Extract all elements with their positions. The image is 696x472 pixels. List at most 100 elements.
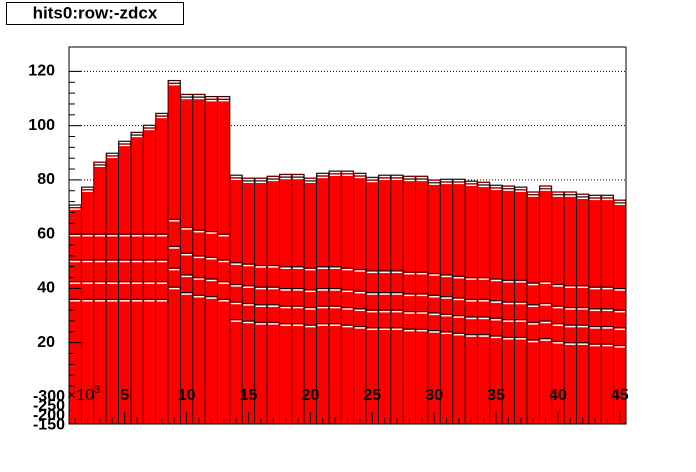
bar-segment xyxy=(477,298,491,318)
bar-segment xyxy=(489,317,503,337)
bar-segment xyxy=(378,327,392,425)
bar-segment xyxy=(68,281,82,300)
bar-segment xyxy=(538,281,553,304)
y-overlap-label: -150 xyxy=(33,417,65,434)
y-tick-label: 60 xyxy=(37,225,55,242)
bar-segment xyxy=(204,296,218,425)
bar-segment xyxy=(241,302,256,322)
bar-segment xyxy=(93,298,107,425)
bar-segment xyxy=(378,177,392,272)
bar-segment xyxy=(551,194,565,285)
bar-segment xyxy=(229,301,243,320)
bar-segment xyxy=(229,262,243,285)
bar-segment xyxy=(266,304,280,323)
bar-segment xyxy=(179,226,194,254)
bar-segment xyxy=(229,319,243,425)
x-tick-label: 15 xyxy=(240,387,258,404)
bar-segment xyxy=(279,287,293,307)
bar-segment xyxy=(204,98,218,232)
bar-segment xyxy=(452,297,466,316)
bar-segment xyxy=(489,278,503,301)
bar-segment xyxy=(378,292,392,311)
bar-segment xyxy=(142,259,157,283)
bar-segment xyxy=(514,189,528,281)
x-tick-label: 5 xyxy=(120,387,129,404)
bar-segment xyxy=(588,197,602,288)
bar-segment xyxy=(340,324,355,425)
bar-segment xyxy=(514,336,528,425)
bar-segment xyxy=(303,289,317,308)
title-box xyxy=(6,2,184,25)
bar-segment xyxy=(353,308,367,327)
x-tick-label: 30 xyxy=(425,387,443,404)
bar-segment xyxy=(588,343,602,425)
bar-segment xyxy=(241,180,256,265)
bar-segment xyxy=(142,298,157,425)
bar-segment xyxy=(340,267,355,291)
bar-segment xyxy=(514,319,528,338)
bar-segment xyxy=(613,327,627,346)
bar-segment xyxy=(254,321,268,425)
bar-segment xyxy=(588,286,602,310)
bar-segment xyxy=(179,96,194,228)
bar-segment xyxy=(254,304,268,323)
bar-segment xyxy=(365,327,379,425)
bar-segment xyxy=(464,183,478,278)
bar-segment xyxy=(291,287,305,307)
bar-segment xyxy=(68,298,82,425)
bar-segment xyxy=(427,273,441,296)
bar-segment xyxy=(563,194,577,287)
bar-segment xyxy=(118,143,132,235)
bar-segment xyxy=(340,173,355,269)
bar-segment xyxy=(415,311,429,330)
bar-segment xyxy=(600,286,615,310)
bar-segment xyxy=(526,339,540,425)
bar-segment xyxy=(155,259,169,283)
bar-segment xyxy=(328,305,342,325)
bar-segment xyxy=(118,233,132,261)
bar-segment xyxy=(241,285,256,304)
y-tick-label: 120 xyxy=(28,63,55,80)
bar-segment xyxy=(130,259,144,283)
bar-segment xyxy=(600,197,615,288)
bar-segment xyxy=(427,330,441,425)
bar-segment xyxy=(155,233,169,261)
bar-segment xyxy=(266,178,280,266)
bar-segment xyxy=(390,177,404,272)
y-tick-label: 100 xyxy=(28,117,55,134)
bar-segment xyxy=(452,181,466,277)
bar-segment xyxy=(415,178,429,273)
bar-segment xyxy=(93,259,107,283)
y-overlap-label: -300 xyxy=(33,388,65,405)
axis-exponent-base: ×10 xyxy=(67,387,94,404)
bar-segment xyxy=(551,323,565,342)
bar-segment xyxy=(266,286,280,306)
bar-segment xyxy=(439,313,454,333)
bar-segment xyxy=(390,292,404,311)
bar-segment xyxy=(526,321,540,341)
bar-segment xyxy=(167,82,181,220)
bar-segment xyxy=(316,323,330,425)
bar-segment xyxy=(365,292,379,311)
bar-segment xyxy=(526,282,540,306)
bar-segment xyxy=(279,176,293,268)
bar-segment xyxy=(254,286,268,306)
y-tick-label: 80 xyxy=(37,171,55,188)
bar-segment xyxy=(538,320,553,339)
bar-segment xyxy=(427,294,441,314)
bar-segment xyxy=(118,298,132,425)
bar-segment xyxy=(551,283,565,307)
bar-segment xyxy=(402,178,416,273)
bar-segment xyxy=(402,311,416,330)
bar-segment xyxy=(192,277,206,296)
bar-segment xyxy=(328,323,342,425)
bar-segment xyxy=(80,189,95,235)
bar-segment xyxy=(328,266,342,289)
bar-segment xyxy=(291,323,305,425)
bar-segment xyxy=(167,245,181,269)
bar-segment xyxy=(142,281,157,300)
bar-segment xyxy=(415,328,429,425)
bar-segment xyxy=(279,323,293,425)
bar-segment xyxy=(365,179,379,272)
bar-segment xyxy=(80,259,95,283)
